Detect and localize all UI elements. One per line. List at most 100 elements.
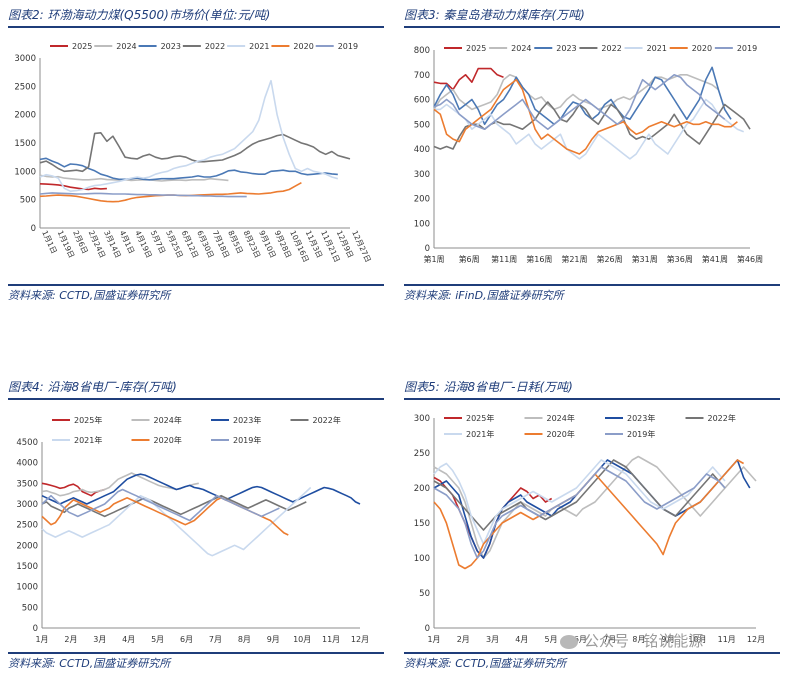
series-line bbox=[39, 174, 229, 182]
x-tick-label: 第46周 bbox=[737, 254, 763, 264]
y-tick-label: 0 bbox=[425, 624, 430, 634]
series-line bbox=[39, 132, 351, 173]
legend-label: 2020 bbox=[692, 44, 712, 53]
chart-svg: 0 50 100 150 200 250 300 1月 2月 3月 4月 5月 6月 7月 8月 9月 10月 1… bbox=[414, 413, 765, 644]
legend-label: 2020年 bbox=[154, 435, 182, 445]
source-rule bbox=[404, 652, 780, 654]
legend-label: 2022年 bbox=[708, 413, 736, 423]
chart-title: 图表3: 秦皇岛港动力煤库存(万吨) bbox=[404, 8, 585, 22]
legend-label: 2021 bbox=[249, 42, 269, 51]
series-line bbox=[41, 482, 105, 497]
x-tick-label: 2月 bbox=[457, 635, 470, 644]
series-line bbox=[433, 459, 751, 559]
x-tick-label: 第11周 bbox=[491, 254, 517, 264]
y-tick-label: 0 bbox=[31, 224, 36, 234]
legend-label: 2021 bbox=[647, 44, 667, 53]
x-tick-label: 2月 bbox=[64, 635, 77, 644]
title-rule bbox=[8, 398, 384, 400]
x-tick-label: 第41周 bbox=[702, 254, 728, 264]
x-tick-label: 第6周 bbox=[459, 254, 480, 264]
x-tick-label: 7月 bbox=[603, 635, 616, 644]
legend-label: 2019年 bbox=[233, 435, 261, 445]
y-tick-label: 600 bbox=[414, 96, 430, 106]
legend-label: 2021年 bbox=[466, 429, 494, 439]
y-tick-label: 300 bbox=[414, 170, 430, 180]
legend-label: 2019 bbox=[737, 44, 757, 53]
source-rule bbox=[8, 652, 384, 654]
x-tick-label: 11月 bbox=[718, 635, 736, 644]
chart-svg: 0100200300400500600700800第1周 第6周 第11周 第16周第… bbox=[414, 44, 763, 264]
watermark-text: 公众号 · 铭说能源 bbox=[584, 632, 704, 650]
series-line bbox=[39, 182, 302, 203]
series-line bbox=[41, 473, 361, 505]
series-line bbox=[433, 455, 757, 559]
y-tick-label: 400 bbox=[414, 145, 430, 155]
y-tick-label: 0 bbox=[33, 624, 38, 634]
y-tick-label: 2000 bbox=[16, 541, 38, 551]
title-rule bbox=[404, 26, 780, 28]
x-tick-label: 第21周 bbox=[561, 254, 587, 264]
x-tick-label: 3月 bbox=[486, 635, 499, 644]
y-tick-label: 2000 bbox=[14, 111, 36, 121]
legend-label: 2025年 bbox=[466, 413, 494, 423]
legend-label: 2019年 bbox=[627, 429, 655, 439]
chart-source: 资料来源: CCTD,国盛证券研究所 bbox=[8, 657, 171, 670]
series-line bbox=[39, 192, 247, 198]
x-tick-label: 5月 bbox=[151, 635, 164, 644]
y-tick-label: 3000 bbox=[14, 54, 36, 64]
x-tick-label: 第26周 bbox=[596, 254, 622, 264]
legend-label: 2022 bbox=[601, 44, 621, 53]
chart-svg: 0 500 1000 1500 2000 2500 3000 3500 4000 4500 1月 2月… bbox=[16, 415, 369, 644]
series-line bbox=[39, 183, 107, 191]
legend-label: 2025 bbox=[466, 44, 486, 53]
x-tick-label: 第31周 bbox=[632, 254, 658, 264]
chart-title: 图表5: 沿海8省电厂-日耗(万吨) bbox=[404, 380, 573, 394]
y-tick-label: 3500 bbox=[16, 479, 38, 489]
y-tick-label: 150 bbox=[414, 519, 430, 529]
x-tick-label: 4月 bbox=[515, 635, 528, 644]
y-tick-label: 700 bbox=[414, 71, 430, 81]
x-tick-label: 第36周 bbox=[667, 254, 693, 264]
series-line bbox=[433, 459, 744, 570]
x-tick-label: 10月 bbox=[293, 635, 311, 644]
chart-title: 图表4: 沿海8省电厂-库存(万吨) bbox=[8, 380, 177, 394]
series-line bbox=[433, 459, 726, 545]
chart-panel-coal-price: 图表2: 环渤海动力煤(Q5500)市场价(单位:元/吨) 0 500 1000 15… bbox=[8, 6, 384, 306]
legend-label: 2023年 bbox=[627, 413, 655, 423]
x-tick-label: 6月 bbox=[574, 635, 587, 644]
y-tick-label: 200 bbox=[414, 484, 430, 494]
legend-label: 2023 bbox=[161, 42, 181, 51]
chart-panel-plant-inventory: 图表4: 沿海8省电厂-库存(万吨) 0 500 1000 1500 2000 2500 3… bbox=[8, 378, 384, 674]
x-tick-label: 5月 bbox=[545, 635, 558, 644]
x-tick-label: 4月 bbox=[122, 635, 135, 644]
x-tick-label: 1月 bbox=[427, 635, 440, 644]
series-line bbox=[433, 67, 504, 91]
series-line bbox=[433, 66, 732, 126]
series-line bbox=[433, 476, 553, 559]
y-tick-label: 500 bbox=[414, 120, 430, 130]
chart-panel-port-inventory: 图表3: 秦皇岛港动力煤库存(万吨) 0 100 200 300 400 500 600 70… bbox=[404, 6, 780, 306]
y-tick-label: 500 bbox=[22, 603, 38, 613]
series-line bbox=[433, 101, 751, 150]
x-tick-label: 10月 bbox=[688, 635, 706, 644]
legend-label: 2024年 bbox=[547, 413, 575, 423]
legend-label: 2023 bbox=[556, 44, 576, 53]
x-tick-label: 12月27日 bbox=[350, 229, 373, 264]
source-rule bbox=[8, 284, 384, 286]
series-line bbox=[433, 73, 719, 111]
x-tick-label: 12月 bbox=[747, 635, 765, 644]
source-rule bbox=[404, 284, 780, 286]
chart-title: 图表2: 环渤海动力煤(Q5500)市场价(单位:元/吨) bbox=[8, 8, 271, 22]
x-tick-label: 8月 bbox=[632, 635, 645, 644]
legend-label: 2022年 bbox=[313, 415, 341, 425]
x-tick-label: 9月 bbox=[267, 635, 280, 644]
y-tick-label: 0 bbox=[425, 244, 430, 254]
y-tick-label: 50 bbox=[419, 589, 430, 599]
legend-label: 2019 bbox=[338, 42, 358, 51]
chart-panel-daily-consumption: 图表5: 沿海8省电厂-日耗(万吨) 0 50 100 150 200 250 300 1月 2… bbox=[404, 378, 780, 674]
series-line bbox=[41, 486, 312, 557]
chart-source: 资料来源: CCTD,国盛证券研究所 bbox=[404, 657, 567, 670]
series-line bbox=[433, 459, 726, 531]
y-tick-label: 2500 bbox=[16, 521, 38, 531]
series-line bbox=[41, 488, 280, 522]
